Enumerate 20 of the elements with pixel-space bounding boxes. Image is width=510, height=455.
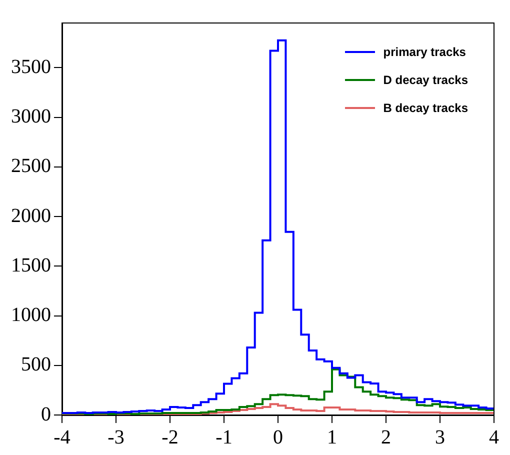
legend-label: D decay tracks — [383, 73, 468, 87]
x-tick-label: 3 — [435, 426, 445, 448]
y-tick-label: 3000 — [11, 106, 51, 128]
y-tick-label: 1500 — [11, 254, 51, 276]
y-tick-label: 2000 — [11, 204, 51, 227]
x-tick-label: -2 — [162, 426, 178, 448]
legend-label: primary tracks — [383, 45, 466, 59]
x-tick-label: 2 — [381, 426, 391, 448]
y-tick-label: 0 — [41, 403, 51, 426]
x-tick-label: 1 — [327, 426, 337, 448]
y-tick-label: 500 — [21, 354, 51, 376]
x-tick-label: 0 — [273, 426, 283, 448]
x-tick-label: -4 — [54, 426, 70, 448]
x-tick-label: -3 — [108, 426, 124, 448]
legend-label: B decay tracks — [383, 101, 468, 115]
x-tick-label: 4 — [489, 426, 499, 448]
y-tick-label: 2500 — [11, 155, 51, 178]
x-tick-label: -1 — [216, 426, 232, 448]
y-tick-label: 1000 — [11, 304, 51, 326]
y-tick-label: 3500 — [11, 56, 51, 78]
